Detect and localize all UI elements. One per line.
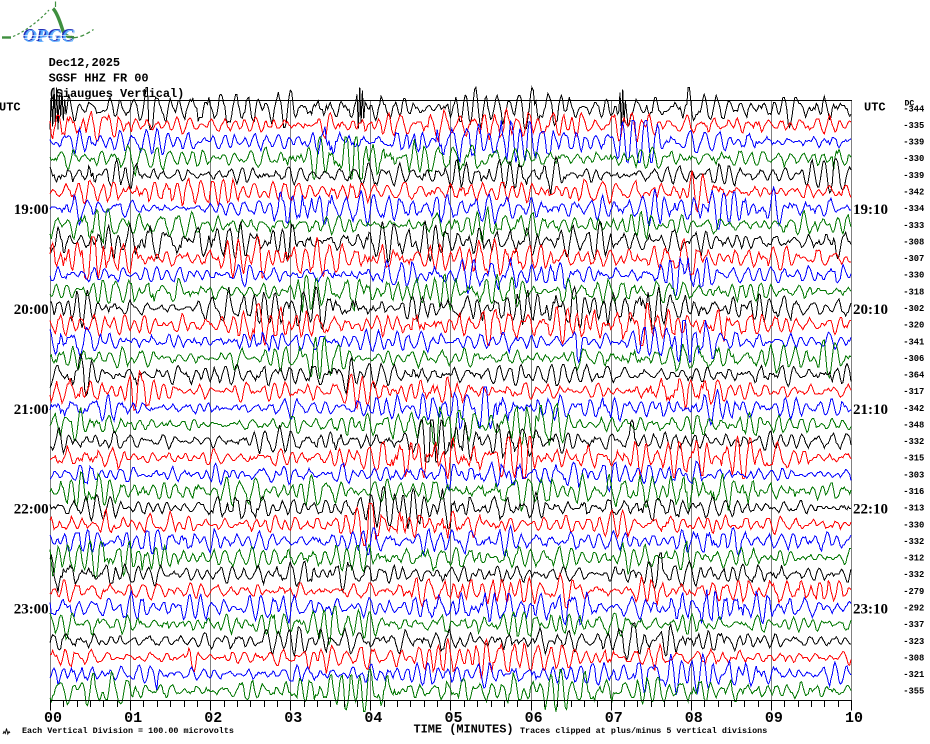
svg-text:UTC: UTC [864, 101, 886, 115]
svg-text:-307: -307 [903, 254, 924, 264]
svg-text:(Siaugues Vertical): (Siaugues Vertical) [49, 87, 185, 101]
svg-text:02: 02 [204, 710, 222, 727]
svg-text:-330: -330 [903, 271, 924, 281]
svg-text:-279: -279 [903, 587, 924, 597]
svg-text:-292: -292 [903, 604, 924, 614]
svg-text:TIME (MINUTES): TIME (MINUTES) [414, 723, 514, 737]
svg-text:-339: -339 [903, 138, 924, 148]
svg-text:-364: -364 [903, 371, 925, 381]
svg-text:00: 00 [44, 710, 62, 727]
svg-text:OPGC: OPGC [24, 26, 75, 46]
svg-text:21:00: 21:00 [14, 402, 49, 418]
svg-text:-320: -320 [903, 321, 924, 331]
svg-text:-332: -332 [903, 437, 924, 447]
svg-text:19:10: 19:10 [853, 202, 888, 218]
svg-text:SGSF HHZ FR 00: SGSF HHZ FR 00 [49, 72, 149, 86]
svg-text:-313: -313 [903, 504, 924, 514]
svg-text:-330: -330 [903, 520, 924, 530]
svg-text:10: 10 [845, 710, 863, 727]
svg-text:-339: -339 [903, 171, 924, 181]
svg-text:-355: -355 [903, 687, 924, 697]
svg-text:-348: -348 [903, 421, 924, 431]
svg-text:-332: -332 [903, 570, 924, 580]
svg-text:-335: -335 [903, 121, 924, 131]
svg-text:08: 08 [685, 710, 703, 727]
svg-text:-317: -317 [903, 387, 924, 397]
svg-text:-315: -315 [903, 454, 924, 464]
svg-text:-323: -323 [903, 637, 924, 647]
svg-text:05: 05 [444, 710, 462, 727]
svg-text:-341: -341 [903, 337, 924, 347]
svg-text:-332: -332 [903, 537, 924, 547]
svg-text:-308: -308 [903, 653, 924, 663]
svg-text:23:10: 23:10 [853, 602, 888, 618]
svg-text:OPGC: OPGC [23, 25, 74, 45]
svg-text:DC: DC [905, 100, 915, 109]
svg-text:-302: -302 [903, 304, 924, 314]
svg-text:-342: -342 [903, 404, 924, 414]
svg-text:23:00: 23:00 [14, 602, 49, 618]
svg-text:-318: -318 [903, 287, 924, 297]
svg-text:UTC: UTC [0, 101, 21, 115]
svg-text:-303: -303 [903, 470, 924, 480]
svg-text:-321: -321 [903, 670, 924, 680]
svg-text:-312: -312 [903, 554, 924, 564]
svg-text:19:00: 19:00 [14, 202, 49, 218]
svg-text:-333: -333 [903, 221, 924, 231]
svg-text:22:10: 22:10 [853, 502, 888, 518]
svg-text:-344: -344 [903, 104, 925, 114]
svg-text:Dec12,2025: Dec12,2025 [49, 56, 120, 70]
svg-text:07: 07 [605, 710, 623, 727]
svg-text:Traces clipped at plus/minus 5: Traces clipped at plus/minus 5 vertical … [520, 726, 767, 736]
svg-text:20:10: 20:10 [853, 302, 888, 318]
svg-text:03: 03 [284, 710, 302, 727]
svg-text:21:10: 21:10 [853, 402, 888, 418]
svg-text:-330: -330 [903, 154, 924, 164]
svg-text:-337: -337 [903, 620, 924, 630]
svg-text:20:00: 20:00 [14, 302, 49, 318]
svg-text:-306: -306 [903, 354, 924, 364]
svg-text:22:00: 22:00 [14, 502, 49, 518]
svg-text:-334: -334 [903, 204, 925, 214]
svg-text:Each Vertical Division = 100.: Each Vertical Division = 100.00 microvol… [22, 726, 234, 736]
svg-text:-316: -316 [903, 487, 924, 497]
svg-text:01: 01 [124, 710, 142, 727]
svg-text:04: 04 [364, 710, 382, 727]
svg-text:-308: -308 [903, 237, 924, 247]
svg-text:06: 06 [525, 710, 543, 727]
svg-text:09: 09 [765, 710, 783, 727]
svg-text:-342: -342 [903, 188, 924, 198]
